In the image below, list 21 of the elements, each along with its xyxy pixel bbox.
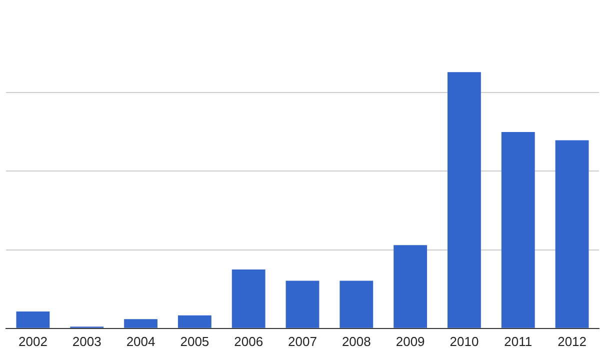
x-tick-label: 2008	[342, 334, 371, 349]
x-tick-label: 2009	[396, 334, 425, 349]
bar	[448, 72, 481, 328]
x-tick-label: 2006	[234, 334, 264, 349]
x-tick-label: 2011	[504, 334, 532, 349]
bar	[232, 269, 266, 328]
bar	[286, 280, 320, 328]
bar	[178, 315, 212, 328]
bar	[16, 311, 50, 328]
bar	[501, 132, 535, 328]
x-tick-label: 2010	[450, 334, 479, 349]
x-tick-label: 2007	[288, 334, 317, 349]
bar	[555, 140, 589, 328]
x-tick-label: 2004	[126, 334, 156, 349]
x-tick-label: 2002	[18, 334, 48, 349]
x-tick-label: 2012	[558, 334, 587, 349]
bar	[340, 280, 374, 328]
bar	[394, 245, 428, 328]
x-tick-label: 2003	[72, 334, 102, 349]
x-tick-label: 2005	[180, 334, 210, 349]
bar	[124, 319, 158, 328]
